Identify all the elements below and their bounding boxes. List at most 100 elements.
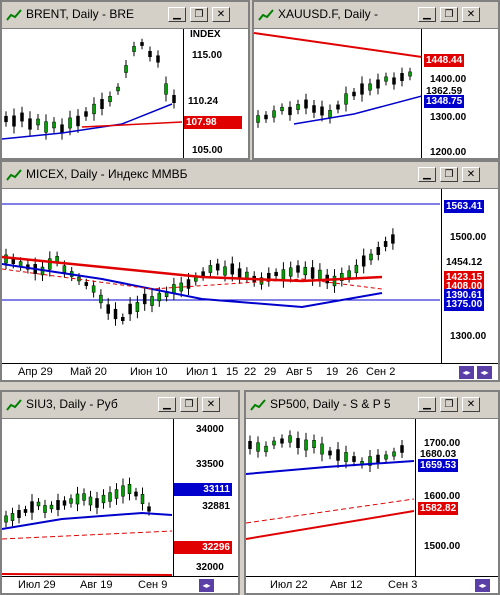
- candle-body: [113, 308, 118, 320]
- title-bar[interactable]: SIU3, Daily - Руб ▁ ❐ ✕: [2, 392, 238, 419]
- indicator-line: [246, 510, 414, 540]
- indicator-line: [246, 460, 414, 475]
- candle-body: [127, 484, 132, 494]
- price-plot[interactable]: [2, 29, 182, 158]
- candle-body: [208, 265, 213, 273]
- candle-body: [296, 265, 300, 273]
- candle-body: [142, 293, 147, 305]
- ma2-price-tag: 1348.75: [424, 95, 465, 108]
- scroll-icon[interactable]: ◂▸: [475, 579, 490, 592]
- price-plot[interactable]: [2, 419, 172, 577]
- minimize-button[interactable]: ▁: [168, 7, 186, 22]
- chart-window-sp500[interactable]: SP500, Daily - S & P 5 ▁ ❐ ✕ 1700.00 168…: [244, 390, 500, 595]
- title-bar[interactable]: BRENT, Daily - BRE ▁ ❐ ✕: [2, 2, 248, 29]
- candle-body: [312, 440, 316, 448]
- price-plot[interactable]: [246, 419, 414, 577]
- candle-body: [336, 104, 340, 110]
- ma-price-tag: 1582.82: [418, 502, 459, 515]
- last-price-tag: 1454.12: [444, 256, 485, 269]
- chart-icon: [258, 9, 274, 21]
- indicator-line: [2, 511, 172, 530]
- date-label: Сен 9: [138, 579, 168, 591]
- date-label: Авг 19: [80, 579, 113, 591]
- candle-body: [20, 112, 24, 122]
- window-title: MICEX, Daily - Индекс ММВБ: [26, 167, 188, 181]
- price-label: 115.00: [192, 50, 223, 61]
- candle-body: [157, 292, 162, 302]
- scroll-fwd-icon[interactable]: ◂▸: [477, 366, 492, 379]
- candle-body: [296, 438, 300, 448]
- brent-chart-svg: [2, 38, 182, 140]
- chart-window-siu3[interactable]: SIU3, Daily - Руб ▁ ❐ ✕ 34000 33500 3311…: [0, 390, 240, 595]
- candle-body: [360, 83, 364, 95]
- candle-body: [92, 103, 96, 115]
- candle-body: [121, 485, 125, 497]
- date-label: 22: [244, 366, 257, 378]
- date-label: 26: [346, 366, 359, 378]
- candle-body: [320, 443, 324, 455]
- restore-button[interactable]: ❐: [440, 397, 458, 412]
- candle-body: [392, 77, 396, 85]
- close-button[interactable]: ✕: [202, 397, 220, 412]
- candle-body: [248, 440, 252, 450]
- window-title: SIU3, Daily - Руб: [26, 397, 118, 411]
- candle-body: [101, 494, 106, 504]
- candle-body: [328, 110, 332, 118]
- candle-body: [23, 509, 28, 513]
- candle-body: [128, 303, 132, 315]
- candle-body: [106, 304, 110, 314]
- restore-button[interactable]: ❐: [440, 167, 458, 182]
- candle-body: [400, 73, 404, 81]
- minimize-button[interactable]: ▁: [418, 7, 436, 22]
- candle-body: [49, 504, 54, 510]
- candle-body: [82, 493, 86, 501]
- price-label: 34000: [196, 424, 224, 435]
- candle-body: [237, 268, 242, 278]
- price-axis: INDEX 115.00 110.24 107.98 105.00: [183, 29, 248, 158]
- price-axis: 1563.41 1500.00 1454.12 1423.15 1408.00 …: [441, 189, 498, 364]
- candle-body: [384, 76, 388, 82]
- date-label: Июл 29: [18, 579, 56, 591]
- close-button[interactable]: ✕: [462, 167, 480, 182]
- siu-chart-svg: [2, 477, 172, 576]
- scroll-icon[interactable]: ◂▸: [199, 579, 214, 592]
- indicator-line: [246, 498, 414, 524]
- candle-body: [36, 118, 40, 126]
- close-button[interactable]: ✕: [462, 397, 480, 412]
- close-button[interactable]: ✕: [462, 7, 480, 22]
- title-bar[interactable]: XAUUSD.F, Daily - ▁ ❐ ✕: [254, 2, 498, 29]
- candle-body: [391, 234, 395, 244]
- indicator-line: [2, 103, 173, 140]
- chart-icon: [6, 9, 22, 21]
- title-bar[interactable]: MICEX, Daily - Индекс ММВБ ▁ ❐ ✕: [2, 162, 498, 189]
- candle-body: [352, 456, 356, 462]
- minimize-button[interactable]: ▁: [418, 397, 436, 412]
- chart-window-xauusd[interactable]: XAUUSD.F, Daily - ▁ ❐ ✕ 1448.44 1400.00 …: [252, 0, 500, 160]
- scroll-back-icon[interactable]: ◂▸: [459, 366, 474, 379]
- minimize-button[interactable]: ▁: [158, 397, 176, 412]
- candle-body: [147, 506, 151, 512]
- restore-button[interactable]: ❐: [180, 397, 198, 412]
- candle-body: [56, 500, 60, 510]
- candle-body: [179, 282, 183, 292]
- candle-body: [376, 247, 381, 255]
- candle-body: [36, 501, 41, 507]
- chart-window-brent[interactable]: BRENT, Daily - BRE ▁ ❐ ✕ INDEX 115.00 11…: [0, 0, 250, 160]
- candle-body: [135, 302, 140, 312]
- candle-body: [304, 439, 308, 451]
- restore-button[interactable]: ❐: [190, 7, 208, 22]
- candle-body: [280, 106, 284, 112]
- title-bar[interactable]: SP500, Daily - S & P 5 ▁ ❐ ✕: [246, 392, 498, 419]
- chart-window-micex[interactable]: MICEX, Daily - Индекс ММВБ ▁ ❐ ✕ 1563.41…: [0, 160, 500, 382]
- date-label: Сен 3: [388, 579, 418, 591]
- candle-body: [68, 117, 72, 129]
- window-title: XAUUSD.F, Daily -: [278, 7, 379, 21]
- candle-body: [312, 105, 316, 113]
- price-plot[interactable]: [2, 189, 440, 364]
- candle-body: [256, 115, 260, 123]
- restore-button[interactable]: ❐: [440, 7, 458, 22]
- close-button[interactable]: ✕: [212, 7, 230, 22]
- price-plot[interactable]: [254, 29, 422, 158]
- candle-body: [288, 435, 292, 443]
- minimize-button[interactable]: ▁: [418, 167, 436, 182]
